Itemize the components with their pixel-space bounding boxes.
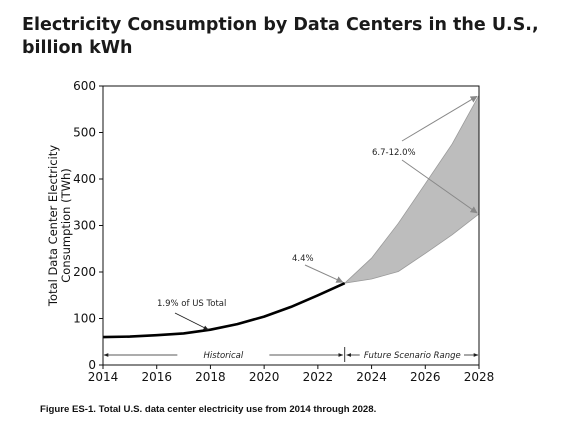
x-tick-label: 2016 — [141, 370, 172, 384]
x-tick-label: 2018 — [195, 370, 226, 384]
x-tick-label: 2026 — [410, 370, 441, 384]
x-tick-label: 2028 — [464, 370, 495, 384]
annotation-arrow-high — [401, 95, 478, 142]
y-tick-label: 600 — [73, 79, 96, 93]
annotation-6-7-12-percent: 6.7-12.0% — [372, 148, 416, 158]
chart-title: Electricity Consumption by Data Centers … — [22, 15, 539, 58]
y-tick-label: 400 — [73, 172, 96, 186]
x-tick-label: 2022 — [303, 370, 334, 384]
annotation-arrow-low — [401, 159, 478, 214]
y-tick-label: 100 — [73, 312, 96, 326]
scenario-range-area — [343, 95, 480, 284]
y-tick-label: 300 — [73, 219, 96, 233]
historical-line — [102, 282, 346, 339]
x-tick-label: 2024 — [356, 370, 387, 384]
future-span-label: Future Scenario Range — [364, 351, 461, 361]
y-tick-label: 200 — [73, 265, 96, 279]
annotation-4-4-percent: 4.4% — [292, 254, 314, 264]
y-axis-label: Total Data Center ElectricityConsumption… — [46, 145, 73, 307]
chart: 2014 2016 2018 2020 2022 2024 2026 2028 0 100 200 3… — [46, 79, 495, 384]
x-tick-label: 2014 — [88, 370, 119, 384]
annotation-arrow-4-4-percent — [304, 264, 344, 283]
y-tick-label: 500 — [73, 126, 96, 140]
figure-caption: Figure ES-1. Total U.S. data center elec… — [40, 404, 377, 415]
annotation-1-9-percent: 1.9% of US Total — [157, 299, 226, 309]
y-tick-label: 0 — [88, 358, 96, 372]
x-tick-label: 2020 — [249, 370, 280, 384]
historical-span-label: Historical — [203, 351, 243, 361]
annotation-arrow-historical — [174, 312, 209, 331]
